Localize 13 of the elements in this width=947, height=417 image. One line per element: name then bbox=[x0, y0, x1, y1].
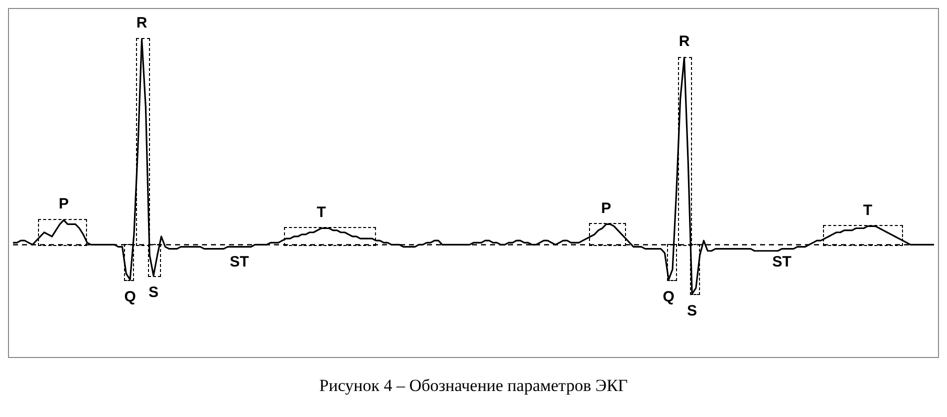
annotation: P bbox=[601, 200, 612, 217]
text: Рисунок 4 – Обозначение параметров ЭКГ bbox=[318, 376, 629, 396]
annotation: Q bbox=[662, 288, 675, 306]
annotation: ST bbox=[230, 253, 249, 270]
annotation: R bbox=[136, 14, 148, 32]
annotation: ST bbox=[772, 253, 792, 270]
annotation: S bbox=[687, 302, 698, 320]
annotation: R bbox=[678, 33, 690, 50]
annotation: T bbox=[316, 204, 326, 221]
annotation: P bbox=[58, 196, 69, 213]
annotation: T bbox=[863, 202, 872, 219]
annotation: S bbox=[148, 284, 158, 302]
annotation: Q bbox=[124, 288, 136, 306]
